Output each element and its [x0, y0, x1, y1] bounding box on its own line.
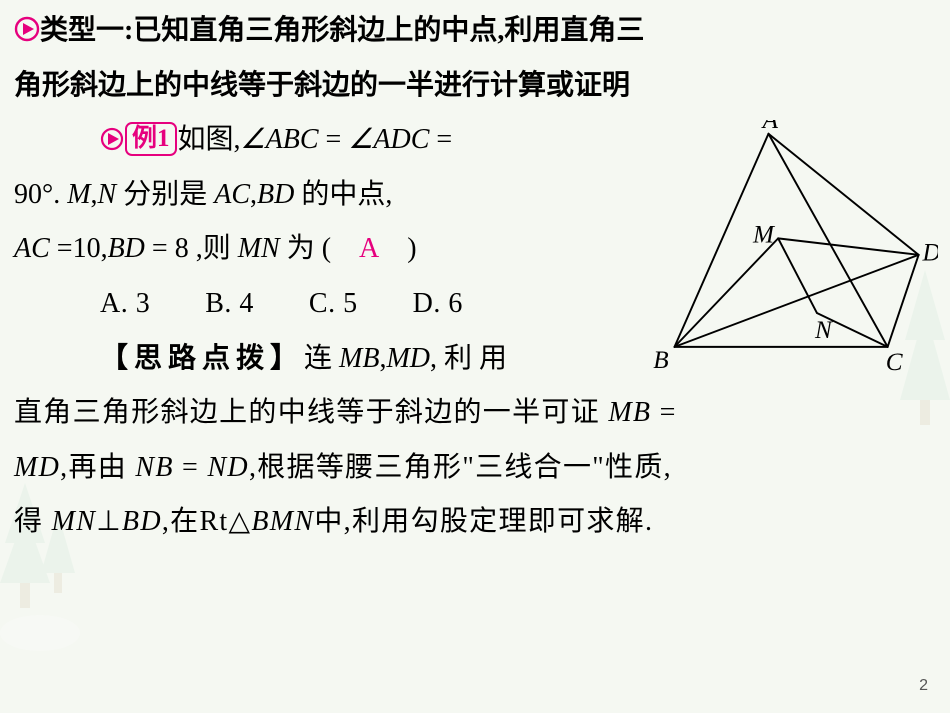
h4-b: MN	[52, 506, 97, 537]
p1-eq-r: ∠ADC	[348, 124, 429, 155]
hint-label: 【思路点拨】	[100, 343, 304, 374]
p3-d: = 8 ,则	[145, 233, 238, 264]
h4-e: ,在Rt△	[162, 506, 252, 537]
h2-a: 直角三角形斜边上的中线等于斜边的一半可证	[14, 397, 608, 428]
svg-text:A: A	[761, 120, 779, 134]
hint-line-4: 得 MN⊥BD,在Rt△BMN中,利用勾股定理即可求解.	[14, 495, 934, 550]
hint-line-2: 直角三角形斜边上的中线等于斜边的一半可证 MB =	[14, 386, 934, 441]
h2-c: =	[651, 397, 676, 428]
h3-a: MD	[14, 452, 60, 483]
h2-b: MB	[608, 397, 651, 428]
h3-c: NB	[135, 452, 173, 483]
option-a: A. 3	[100, 277, 150, 332]
problem-line-2: 90°. M,N 分别是 AC,BD 的中点,	[14, 168, 614, 223]
p1-head: 如图,	[178, 124, 241, 155]
hint-line-3: MD,再由 NB = ND,根据等腰三角形"三线合一"性质,	[14, 441, 934, 496]
h4-g: 中,利用勾股定理即可求解.	[314, 506, 653, 537]
option-b: B. 4	[205, 277, 254, 332]
p1-eq-l: ∠ABC	[241, 124, 319, 155]
p2-h: BD	[257, 179, 294, 210]
play-bullet-icon	[14, 16, 40, 42]
h3-f: ,根据等腰三角形"三线合一"性质,	[249, 452, 672, 483]
h4-d: BD	[122, 506, 162, 537]
h1-a: 连	[304, 343, 339, 374]
p2-b: M	[67, 179, 90, 210]
h4-c: ⊥	[96, 506, 122, 537]
option-d: D. 6	[413, 277, 463, 332]
hint-line-1: 【思路点拨】连 MB,MD, 利 用	[14, 332, 614, 387]
p3-c: BD	[108, 233, 145, 264]
h1-d: MD	[386, 343, 430, 374]
option-c: C. 5	[309, 277, 358, 332]
h3-b: ,再由	[60, 452, 135, 483]
p1-eq-tail: =	[429, 124, 452, 155]
svg-text:B: B	[653, 347, 668, 374]
h4-f: BMN	[251, 506, 314, 537]
example-bullet-icon	[100, 127, 124, 151]
example-tag: 例1	[125, 122, 177, 156]
p2-f: AC	[214, 179, 250, 210]
h1-b: MB	[339, 343, 379, 374]
svg-text:C: C	[886, 349, 904, 376]
geometry-figure: A B C D M N	[628, 120, 938, 380]
p3-b: =10,	[50, 233, 108, 264]
problem-line-1: 例1如图,∠ABC = ∠ADC =	[14, 113, 614, 168]
p3-f: 为 (	[280, 233, 359, 264]
title-line-2: 角形斜边上的中线等于斜边的一半进行计算或证明	[14, 59, 934, 114]
p3-e: MN	[238, 233, 280, 264]
p3-a: AC	[14, 233, 50, 264]
answer: A	[359, 233, 379, 264]
svg-text:D: D	[922, 240, 939, 267]
title-text-2: 角形斜边上的中线等于斜边的一半进行计算或证明	[14, 70, 630, 101]
svg-text:N: N	[814, 317, 833, 344]
options-row: A. 3 B. 4 C. 5 D. 6	[14, 277, 614, 332]
problem-line-3: AC =10,BD = 8 ,则 MN 为 ( A )	[14, 222, 614, 277]
title-line-1: 类型一:已知直角三角形斜边上的中点,利用直角三	[14, 4, 934, 59]
p1-eq-mid: =	[319, 124, 349, 155]
p3-g: )	[379, 233, 416, 264]
p2-e: 分别是	[116, 179, 214, 210]
svg-text:M: M	[752, 221, 776, 248]
p2-d: N	[98, 179, 117, 210]
h3-e: ND	[207, 452, 249, 483]
h1-e: , 利 用	[430, 343, 507, 374]
h4-a: 得	[14, 506, 52, 537]
p2-a: 90°.	[14, 179, 67, 210]
title-text-1: 类型一:已知直角三角形斜边上的中点,利用直角三	[40, 15, 644, 46]
p2-i: 的中点,	[294, 179, 392, 210]
p2-g: ,	[250, 179, 257, 210]
p2-c: ,	[91, 179, 98, 210]
page-number: 2	[919, 677, 928, 695]
h3-d: =	[174, 452, 208, 483]
